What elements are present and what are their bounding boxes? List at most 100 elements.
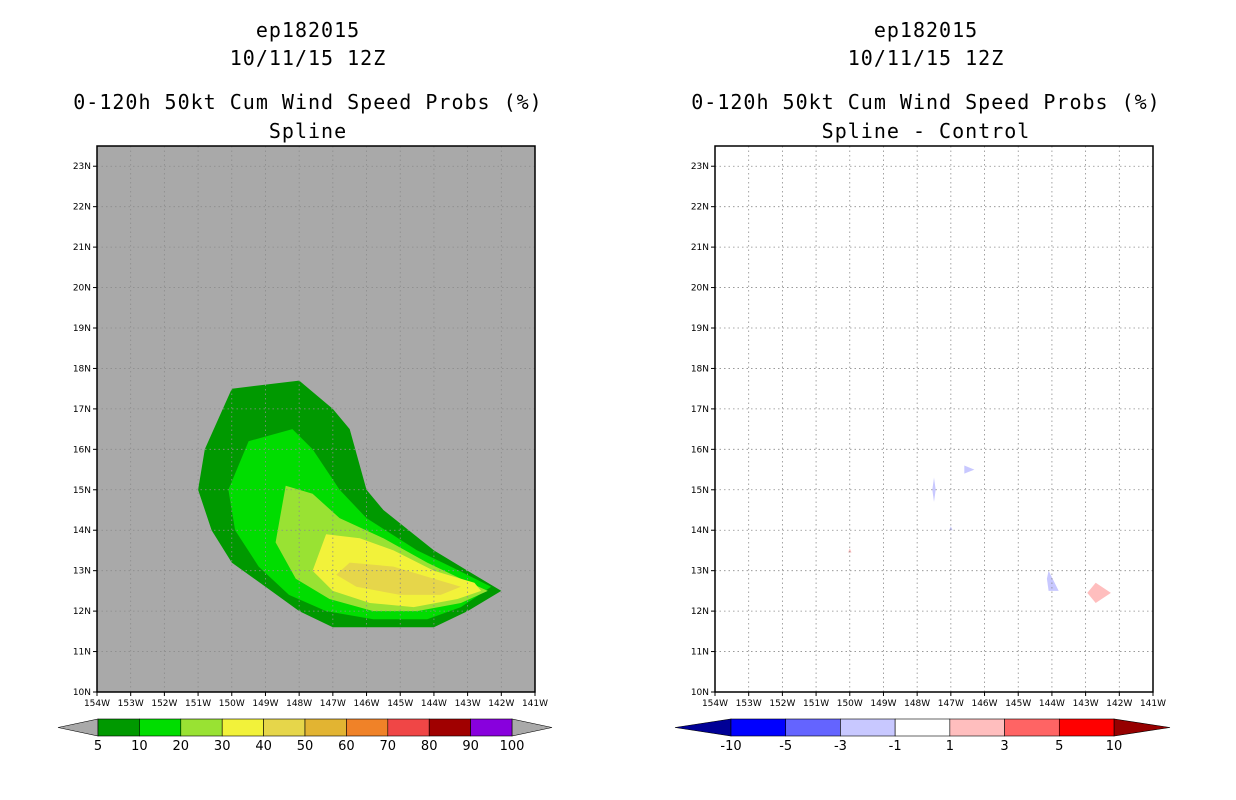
right-colorbar-swatch [1058, 718, 1115, 737]
left-x-tick-label: 148W [286, 699, 312, 709]
left-colorbar-label: 80 [421, 739, 438, 754]
right-x-tick-label: 145W [1005, 699, 1031, 709]
right-map-frame [714, 145, 1154, 693]
left-colorbar-label: 40 [255, 739, 272, 754]
right-y-axis: 10N 11N 12N 13N 14N 15N 16N 17N 18N 19N 20N 21N 22N 2… [691, 162, 715, 698]
left-colorbar-label: 90 [462, 739, 479, 754]
left-colorbar-label: 20 [173, 739, 190, 754]
right-y-tick-label: 23N [691, 162, 709, 172]
right-contour--3-3 [1046, 570, 1059, 591]
right-y-tick-label: 21N [691, 243, 709, 253]
right-colorbar-over-arrow [1113, 718, 1171, 737]
right-colorbar-swatch [894, 718, 951, 737]
right-title-line-3: 0-120h 50kt Cum Wind Speed Probs (%) [691, 90, 1161, 114]
left-x-tick-label: 144W [421, 699, 447, 709]
left-y-tick-label: 19N [73, 324, 91, 334]
right-y-tick-label: 10N [691, 688, 709, 698]
left-y-tick-label: 21N [73, 243, 91, 253]
right-y-tick-label: 18N [691, 364, 709, 374]
right-title-line-4: Spline - Control [821, 119, 1031, 143]
right-title-line-1: ep182015 [873, 18, 979, 42]
right-x-tick-label: 146W [971, 699, 997, 709]
right-y-tick-label: 13N [691, 567, 709, 577]
right-x-tick-label: 153W [736, 699, 762, 709]
right-colorbar-swatch [840, 718, 896, 737]
left-x-tick-label: 142W [488, 699, 514, 709]
right-y-tick-label: 15N [691, 486, 709, 496]
left-y-tick-label: 11N [73, 648, 91, 658]
left-colorbar-label: 60 [338, 739, 355, 754]
right-x-tick-label: 154W [702, 699, 728, 709]
left-colorbar-label: 10 [131, 739, 148, 754]
right-colorbar-label: -3 [834, 739, 847, 754]
right-x-tick-label: 141W [1140, 699, 1166, 709]
left-x-tick-label: 143W [455, 699, 481, 709]
right-colorbar-label: -5 [779, 739, 792, 754]
left-x-tick-label: 152W [151, 699, 177, 709]
right-contour--3-2 [949, 526, 953, 531]
right-contour--3-1 [964, 465, 975, 474]
left-y-tick-label: 22N [73, 203, 91, 213]
left-colorbar-label: 100 [500, 739, 525, 754]
left-y-tick-label: 20N [73, 284, 91, 294]
left-x-tick-label: 153W [118, 699, 144, 709]
right-colorbar: -10 -5 -3 -1 1 3 5 10 [674, 718, 1171, 754]
right-colorbar-label: -1 [889, 739, 902, 754]
right-y-tick-label: 22N [691, 203, 709, 213]
left-x-tick-label: 146W [353, 699, 379, 709]
left-x-axis: 154W 153W 152W 151W 150W 149W 148W 147W 146W 145W… [84, 692, 548, 709]
right-x-tick-label: 150W [837, 699, 863, 709]
left-x-tick-label: 149W [252, 699, 278, 709]
left-colorbar: 5 10 20 30 40 50 60 70 80 90 100 [57, 718, 553, 754]
right-colorbar-swatch [730, 718, 787, 737]
left-colorbar-label: 50 [297, 739, 314, 754]
left-x-tick-label: 151W [185, 699, 211, 709]
right-map-background [715, 146, 1153, 692]
left-title-line-3: 0-120h 50kt Cum Wind Speed Probs (%) [73, 90, 543, 114]
left-title-line-2: 10/11/15 12Z [229, 46, 387, 70]
right-colorbar-label: -10 [720, 739, 741, 754]
left-colorbar-swatch [180, 718, 223, 737]
left-y-tick-label: 18N [73, 364, 91, 374]
right-y-tick-label: 20N [691, 284, 709, 294]
right-x-tick-label: 151W [803, 699, 829, 709]
right-contour-1-5 [848, 548, 852, 553]
right-contour--3-0 [932, 477, 936, 502]
right-x-tick-label: 143W [1073, 699, 1099, 709]
left-colorbar-swatch [304, 718, 347, 737]
right-map-panel: 154W 153W 152W 151W 150W 149W 148W 147W 146W 145W… [674, 145, 1171, 754]
right-y-tick-label: 16N [691, 445, 709, 455]
left-x-tick-label: 154W [84, 699, 110, 709]
right-contour-1-4 [1087, 582, 1111, 603]
left-colorbar-under-arrow [57, 718, 99, 737]
left-colorbar-swatch [428, 718, 471, 737]
right-y-tick-label: 12N [691, 607, 709, 617]
right-y-tick-label: 14N [691, 526, 709, 536]
left-colorbar-swatch [470, 718, 513, 737]
right-x-tick-label: 144W [1039, 699, 1065, 709]
right-colorbar-swatch [785, 718, 841, 737]
right-x-axis: 154W 153W 152W 151W 150W 149W 148W 147W 146W 145W… [702, 692, 1166, 709]
right-title-line-2: 10/11/15 12Z [847, 46, 1005, 70]
left-map-frame [96, 145, 536, 693]
left-y-tick-label: 17N [73, 405, 91, 415]
left-colorbar-label: 30 [214, 739, 231, 754]
right-y-tick-label: 11N [691, 648, 709, 658]
right-colorbar-label: 5 [1055, 739, 1063, 754]
left-colorbar-label: 70 [380, 739, 397, 754]
left-x-tick-label: 141W [522, 699, 548, 709]
left-y-tick-label: 10N [73, 688, 91, 698]
left-y-tick-label: 14N [73, 526, 91, 536]
left-colorbar-label: 5 [94, 739, 102, 754]
left-colorbar-swatch [346, 718, 389, 737]
left-colorbar-over-arrow [511, 718, 553, 737]
right-colorbar-swatch [1004, 718, 1060, 737]
left-y-tick-label: 16N [73, 445, 91, 455]
left-y-tick-label: 15N [73, 486, 91, 496]
left-title-line-1: ep182015 [255, 18, 361, 42]
right-colorbar-label: 10 [1106, 739, 1123, 754]
left-x-tick-label: 147W [320, 699, 346, 709]
left-y-axis: 10N 11N 12N 13N 14N 15N 16N 17N 18N 19N 20N 21N 22N 2… [73, 162, 97, 698]
left-colorbar-swatch [139, 718, 182, 737]
